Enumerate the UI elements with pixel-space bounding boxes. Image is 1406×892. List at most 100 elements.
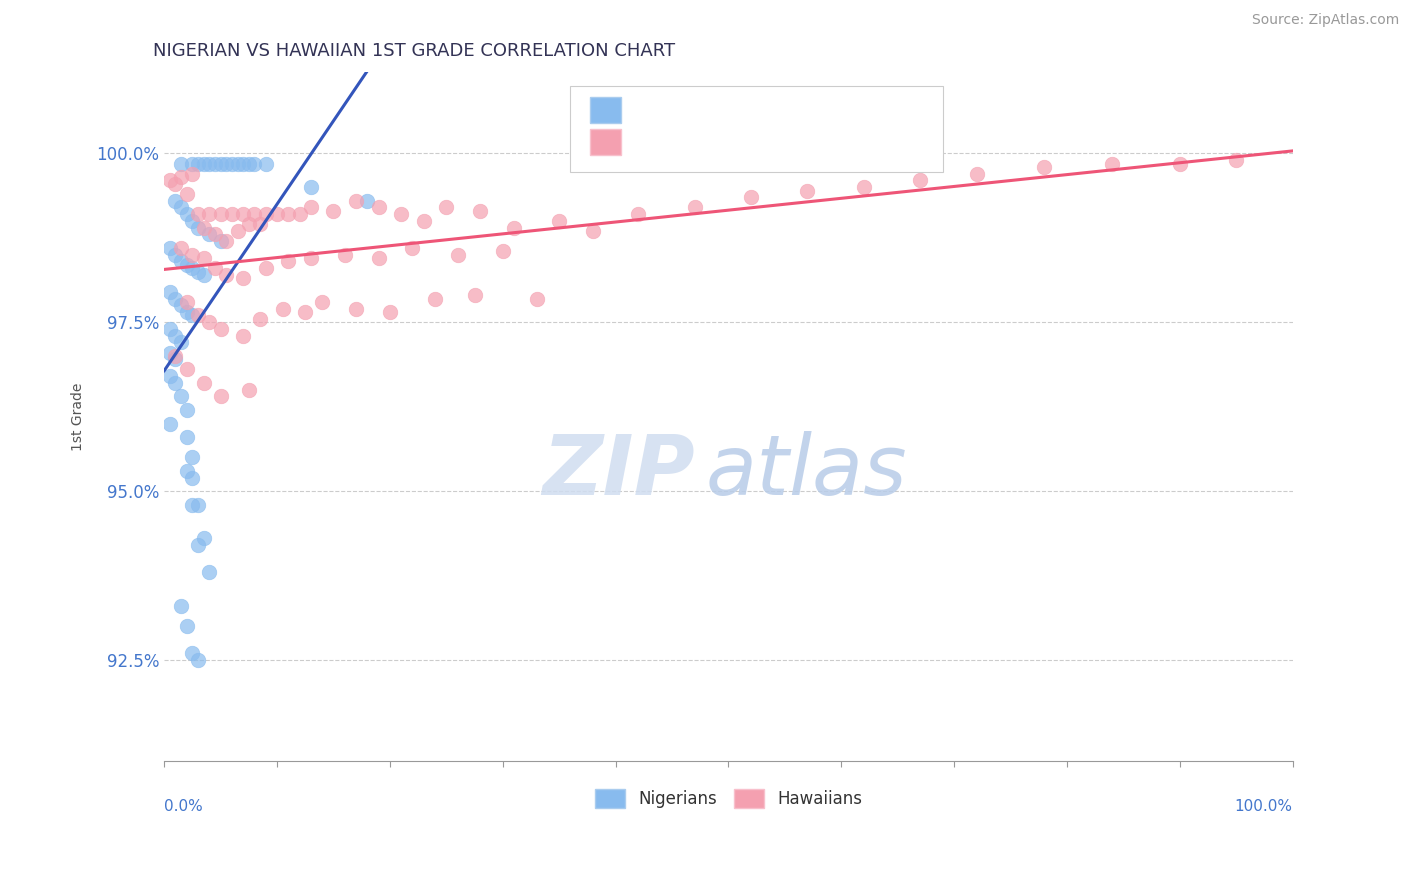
Point <box>193 220 215 235</box>
Point <box>170 170 193 185</box>
FancyBboxPatch shape <box>589 96 621 123</box>
Point <box>170 390 193 404</box>
Point <box>165 328 187 343</box>
Legend: Nigerians, Hawaiians: Nigerians, Hawaiians <box>588 782 869 814</box>
Point <box>627 207 650 221</box>
Point <box>176 362 198 376</box>
Point <box>492 244 515 259</box>
Point <box>356 194 378 208</box>
Point <box>165 349 187 363</box>
Point <box>311 295 333 310</box>
Point <box>176 295 198 310</box>
Point <box>187 207 209 221</box>
Point <box>165 376 187 390</box>
Text: NIGERIAN VS HAWAIIAN 1ST GRADE CORRELATION CHART: NIGERIAN VS HAWAIIAN 1ST GRADE CORRELATI… <box>153 42 675 60</box>
Point <box>159 173 181 187</box>
Point <box>1168 156 1191 170</box>
Point <box>796 184 818 198</box>
Point <box>187 653 209 667</box>
Point <box>181 498 204 512</box>
Point <box>238 383 260 397</box>
Point <box>165 292 187 306</box>
Point <box>412 214 434 228</box>
Point <box>159 285 181 299</box>
Point <box>170 254 193 268</box>
Point <box>209 322 232 336</box>
Point <box>193 251 215 265</box>
Point <box>193 268 215 282</box>
Point <box>254 156 277 170</box>
Point <box>215 156 238 170</box>
Point <box>288 207 311 221</box>
Y-axis label: 1st Grade: 1st Grade <box>72 383 86 451</box>
Point <box>187 264 209 278</box>
Point <box>378 305 401 319</box>
Point <box>181 646 204 660</box>
Point <box>193 531 215 545</box>
Point <box>226 156 249 170</box>
Point <box>181 248 204 262</box>
Text: R = 0.516   N = 58: R = 0.516 N = 58 <box>641 101 811 119</box>
Point <box>548 214 571 228</box>
Point <box>159 345 181 359</box>
Point <box>187 220 209 235</box>
Point <box>254 261 277 276</box>
Point <box>434 201 457 215</box>
Point <box>193 376 215 390</box>
Point <box>204 261 226 276</box>
Point <box>299 201 322 215</box>
Point <box>209 390 232 404</box>
Text: 0.0%: 0.0% <box>165 799 202 814</box>
Point <box>176 207 198 221</box>
Point <box>333 248 356 262</box>
Point <box>1033 160 1056 174</box>
Point <box>299 251 322 265</box>
Point <box>209 234 232 248</box>
Text: atlas: atlas <box>706 432 907 512</box>
Point <box>170 599 193 613</box>
Point <box>181 450 204 465</box>
Point <box>232 156 254 170</box>
Point <box>170 335 193 350</box>
Point <box>389 207 412 221</box>
Point <box>165 352 187 367</box>
Point <box>181 214 204 228</box>
Point <box>243 207 266 221</box>
Point <box>908 173 931 187</box>
Point <box>221 207 243 221</box>
Point <box>209 156 232 170</box>
Point <box>170 156 193 170</box>
Point <box>1101 156 1123 170</box>
Point <box>187 156 209 170</box>
Point <box>193 156 215 170</box>
Point <box>209 207 232 221</box>
Point <box>159 417 181 431</box>
Point <box>198 156 221 170</box>
Point <box>249 311 271 326</box>
Point <box>526 292 548 306</box>
Point <box>159 369 181 384</box>
Point <box>463 288 485 302</box>
Point <box>215 268 238 282</box>
Point <box>204 156 226 170</box>
Point <box>204 227 226 242</box>
Point <box>176 305 198 319</box>
Point <box>170 298 193 312</box>
Point <box>271 301 294 316</box>
Point <box>582 224 605 238</box>
Point <box>249 217 271 231</box>
Point <box>187 309 209 323</box>
Text: Source: ZipAtlas.com: Source: ZipAtlas.com <box>1251 13 1399 28</box>
Point <box>170 241 193 255</box>
Point <box>1225 153 1247 168</box>
Point <box>266 207 288 221</box>
Point <box>181 261 204 276</box>
Text: R = 0.599   N = 77: R = 0.599 N = 77 <box>641 133 813 151</box>
Point <box>277 254 299 268</box>
Point <box>232 271 254 285</box>
Point <box>238 156 260 170</box>
Point <box>198 207 221 221</box>
Point <box>181 470 204 484</box>
Point <box>198 565 221 579</box>
Point <box>740 190 762 204</box>
